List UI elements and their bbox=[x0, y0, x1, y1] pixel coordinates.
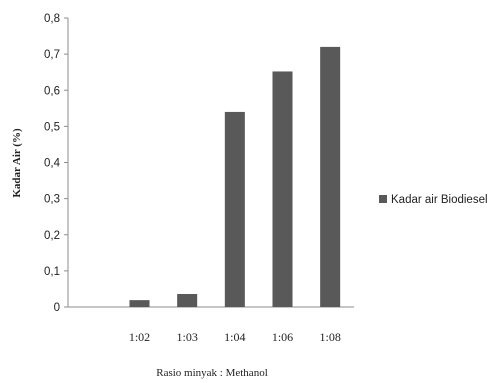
y-tick-label: 0,7 bbox=[44, 49, 60, 61]
y-tick-label: 0,5 bbox=[44, 121, 60, 133]
legend-label: Kadar air Biodiesel bbox=[391, 194, 488, 206]
x-tick-label: 1:06 bbox=[272, 330, 293, 344]
y-axis-title: Kadar Air (%) bbox=[11, 128, 23, 198]
bar bbox=[272, 71, 293, 307]
bar-series bbox=[129, 46, 341, 308]
y-tick-label: 0,6 bbox=[44, 85, 60, 97]
x-axis: 1:02 1:03 1:04 1:06 1:08 bbox=[68, 306, 354, 344]
bar bbox=[320, 46, 341, 308]
legend: Kadar air Biodiesel bbox=[379, 194, 488, 206]
y-tick-label: 0,8 bbox=[44, 13, 60, 25]
y-axis: 0 0,1 0,2 0,3 0,4 0,5 0,6 0,7 0,8 bbox=[44, 13, 69, 314]
x-tick-label: 1:02 bbox=[129, 330, 150, 344]
x-axis-title: Rasio minyak : Methanol bbox=[156, 367, 268, 379]
x-tick-label: 1:08 bbox=[319, 330, 340, 344]
y-tick-label: 0,2 bbox=[44, 230, 60, 242]
y-tick-label: 0,3 bbox=[44, 194, 60, 206]
y-tick-label: 0,1 bbox=[44, 266, 60, 278]
x-tick-label: 1:04 bbox=[224, 330, 245, 344]
bar bbox=[177, 293, 198, 307]
bar bbox=[224, 111, 245, 307]
bar bbox=[129, 300, 150, 307]
legend-swatch bbox=[379, 195, 387, 203]
y-tick-label: 0,4 bbox=[44, 158, 61, 170]
x-tick-label: 1:03 bbox=[176, 330, 197, 344]
y-tick-label: 0 bbox=[54, 302, 60, 314]
